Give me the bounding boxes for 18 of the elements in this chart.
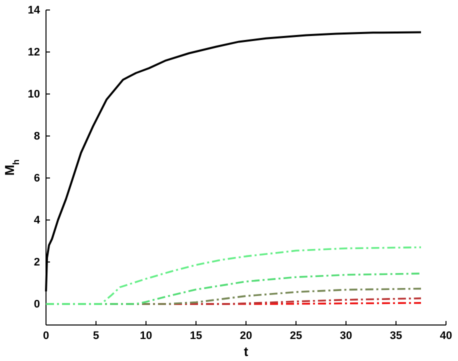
x-tick-label: 10 xyxy=(140,330,152,342)
y-tick-label: 6 xyxy=(34,172,40,185)
y-tick-label: 8 xyxy=(34,130,40,143)
x-tick-label: 40 xyxy=(440,330,452,342)
x-tick-label: 25 xyxy=(290,330,302,342)
y-tick-label: 10 xyxy=(28,88,40,101)
x-tick-label: 30 xyxy=(340,330,352,342)
y-tick-label: 12 xyxy=(28,46,40,59)
y-tick-label: 0 xyxy=(34,298,40,311)
x-axis-title: t xyxy=(244,344,249,359)
x-tick-label: 5 xyxy=(92,330,100,342)
x-tick-label: 20 xyxy=(240,330,252,342)
y-tick-label: 2 xyxy=(34,256,40,269)
x-tick-label: 0 xyxy=(42,330,50,342)
x-tick-label: 15 xyxy=(190,330,202,342)
y-tick-label: 14 xyxy=(28,4,41,17)
x-tick-label: 35 xyxy=(390,330,402,342)
y-tick-label: 4 xyxy=(34,214,41,227)
